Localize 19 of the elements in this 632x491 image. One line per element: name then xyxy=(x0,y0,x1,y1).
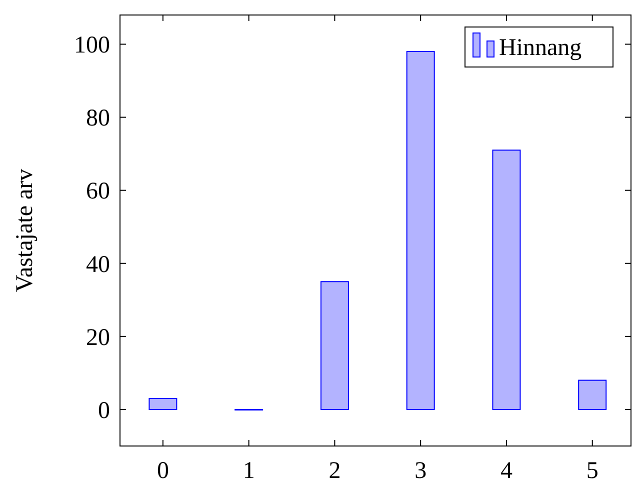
y-tick-label: 100 xyxy=(74,32,110,59)
x-tick-label: 0 xyxy=(156,458,169,484)
bar xyxy=(148,398,178,410)
y-tick-label: 20 xyxy=(86,324,110,351)
bar xyxy=(320,281,349,410)
x-tick-label: 1 xyxy=(242,458,255,484)
x-tick-label: 5 xyxy=(586,458,598,484)
bar xyxy=(492,150,521,410)
y-tick-label: 60 xyxy=(86,178,110,205)
bar xyxy=(406,51,435,410)
y-tick-label: 0 xyxy=(98,398,110,424)
y-axis-title: Vastajate arv xyxy=(12,168,38,292)
bar xyxy=(578,380,607,410)
x-tick-label: 2 xyxy=(328,458,341,484)
legend-label: Hinnang xyxy=(499,35,582,61)
y-tick-label: 80 xyxy=(86,106,110,132)
x-tick-label: 4 xyxy=(500,458,512,484)
x-tick-label: 3 xyxy=(414,458,427,484)
y-tick-label: 40 xyxy=(86,252,110,278)
